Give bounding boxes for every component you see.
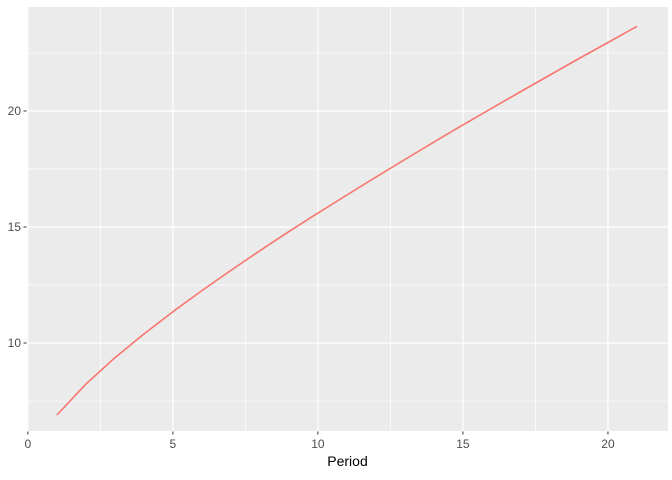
x-tick-label: 10 (311, 437, 325, 451)
y-tick-label: 15 (8, 220, 22, 234)
data-series (56, 25, 638, 416)
axis-ticks (23, 110, 609, 435)
x-tick-label: 20 (601, 437, 615, 451)
x-axis-tick-labels: 0 5 10 15 20 (25, 437, 615, 451)
panel-background (27, 7, 668, 431)
y-axis-tick-labels: 10 15 20 (8, 104, 22, 350)
x-tick-label: 15 (456, 437, 470, 451)
y-tick-label: 10 (8, 336, 22, 350)
minor-gridlines (27, 7, 668, 431)
y-tick-label: 20 (8, 104, 22, 118)
x-tick-label: 5 (170, 437, 177, 451)
x-tick-label: 0 (25, 437, 32, 451)
x-axis-title: Period (327, 453, 367, 469)
data-line (56, 25, 638, 416)
